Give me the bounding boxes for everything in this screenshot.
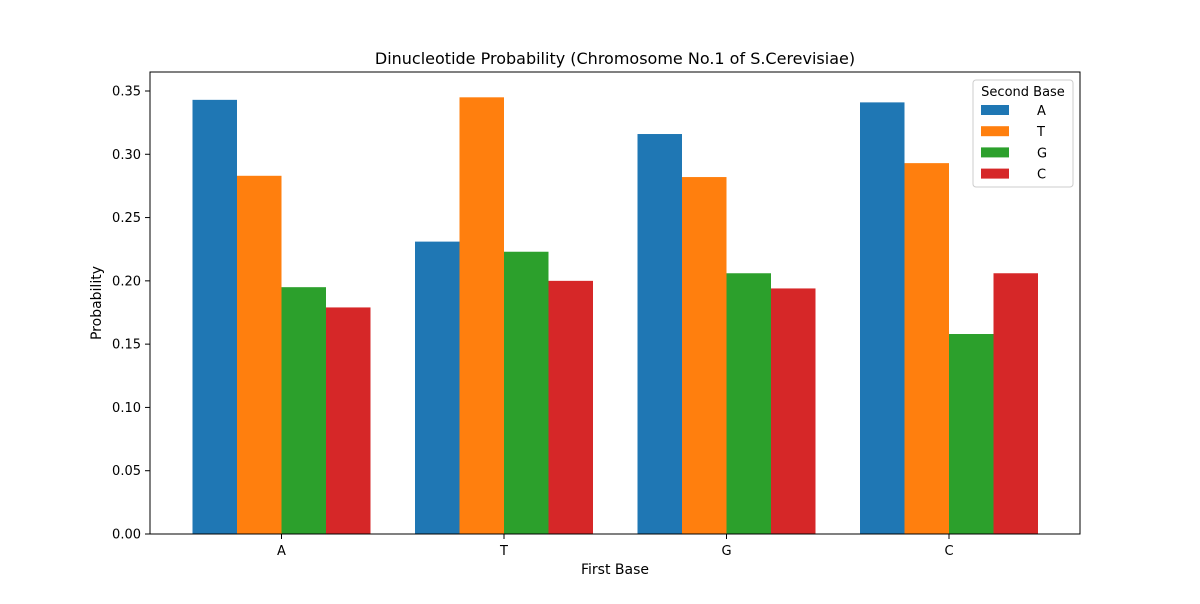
bar-T-A [415,241,460,534]
legend-label-A: A [1037,104,1046,119]
x-tick-label: T [499,544,508,559]
y-tick-label: 0.10 [112,401,141,416]
bar-G-G [726,273,771,534]
plot-frame [149,71,1081,535]
y-tick-label: 0.30 [112,148,141,163]
legend-swatch-G [981,147,1009,158]
bars-group [192,97,1038,535]
bar-T-G [504,251,549,534]
y-tick-label: 0.00 [112,528,141,543]
bar-A-T [237,175,282,534]
bar-G-C [771,288,816,534]
legend-label-G: G [1037,146,1047,161]
bar-T-C [548,280,593,534]
x-axis-label: First Base [581,562,649,578]
legend-swatch-A [981,105,1009,115]
bar-T-T [459,97,504,535]
y-tick-label: 0.25 [112,211,141,226]
y-tick-label: 0.20 [112,274,141,289]
bar-A-C [326,307,371,534]
bar-G-T [682,177,727,534]
y-axis-label: Probability [89,266,105,340]
bar-C-A [860,102,905,534]
legend-label-T: T [1036,125,1045,140]
y-tick-label: 0.35 [112,84,141,99]
x-tick-label: G [721,544,731,559]
bar-G-A [637,134,682,534]
legend-swatch-T [981,126,1009,137]
y-tick-label: 0.05 [112,464,141,479]
legend-title: Second Base [981,85,1065,100]
bar-A-A [192,99,237,535]
x-tick-label: A [277,544,286,559]
bar-C-C [993,273,1038,534]
bar-C-T [904,163,949,534]
x-tick-label: C [944,544,953,559]
legend-label-C: C [1037,168,1046,183]
legend-swatch-C [981,168,1009,179]
y-axis-ticks: 0.00 0.05 0.10 0.15 0.20 0.25 0.30 0.35 [112,84,150,543]
chart-title: Dinucleotide Probability (Chromosome No.… [375,49,855,68]
bar-C-G [949,334,994,534]
bar-A-G [281,287,326,534]
y-tick-label: 0.15 [112,338,141,353]
